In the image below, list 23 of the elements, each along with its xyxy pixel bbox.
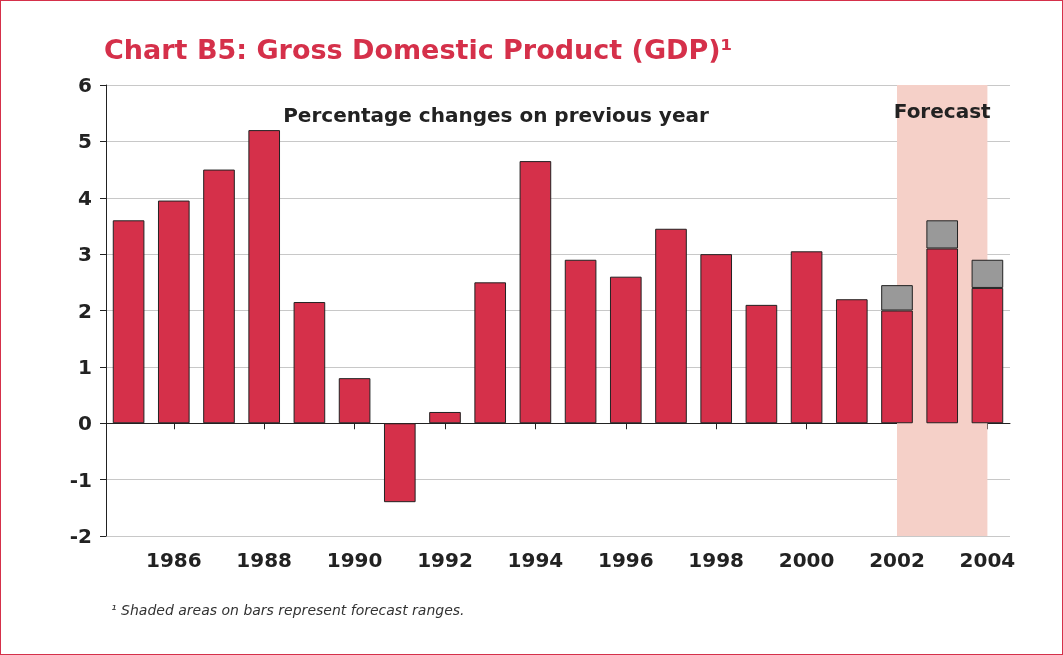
x-tick-label: 2000 <box>778 548 835 572</box>
x-tick-label: 1986 <box>145 548 202 572</box>
x-tick-label: 1998 <box>688 548 745 572</box>
y-tick-label: 3 <box>78 242 92 267</box>
x-tick-label: 1994 <box>507 548 564 572</box>
x-tick-label: 2004 <box>959 548 1016 572</box>
x-tick-label: 1992 <box>417 548 473 572</box>
x-tick-label: 1988 <box>236 548 293 572</box>
x-tick-label: 2002 <box>869 548 925 572</box>
chart-title: Chart B5: Gross Domestic Product (GDP)¹ <box>104 34 733 65</box>
y-tick-label: 4 <box>78 185 92 210</box>
y-tick-label: 1 <box>78 354 92 379</box>
y-tick-label: 0 <box>78 411 92 436</box>
y-tick-label: 2 <box>78 298 92 323</box>
text: Percentage changes on previous year <box>283 103 709 127</box>
x-tick-label: 1990 <box>326 548 383 572</box>
y-tick-label: -2 <box>69 524 92 548</box>
x-tick-label: 1996 <box>597 548 654 572</box>
y-tick-label: 6 <box>78 73 92 97</box>
y-tick-label: 5 <box>78 129 92 154</box>
band-label: Forecast <box>893 99 992 123</box>
text: ¹ Shaded areas on bars represent forecast ranges. <box>111 602 465 618</box>
y-tick-label: -1 <box>69 467 92 492</box>
